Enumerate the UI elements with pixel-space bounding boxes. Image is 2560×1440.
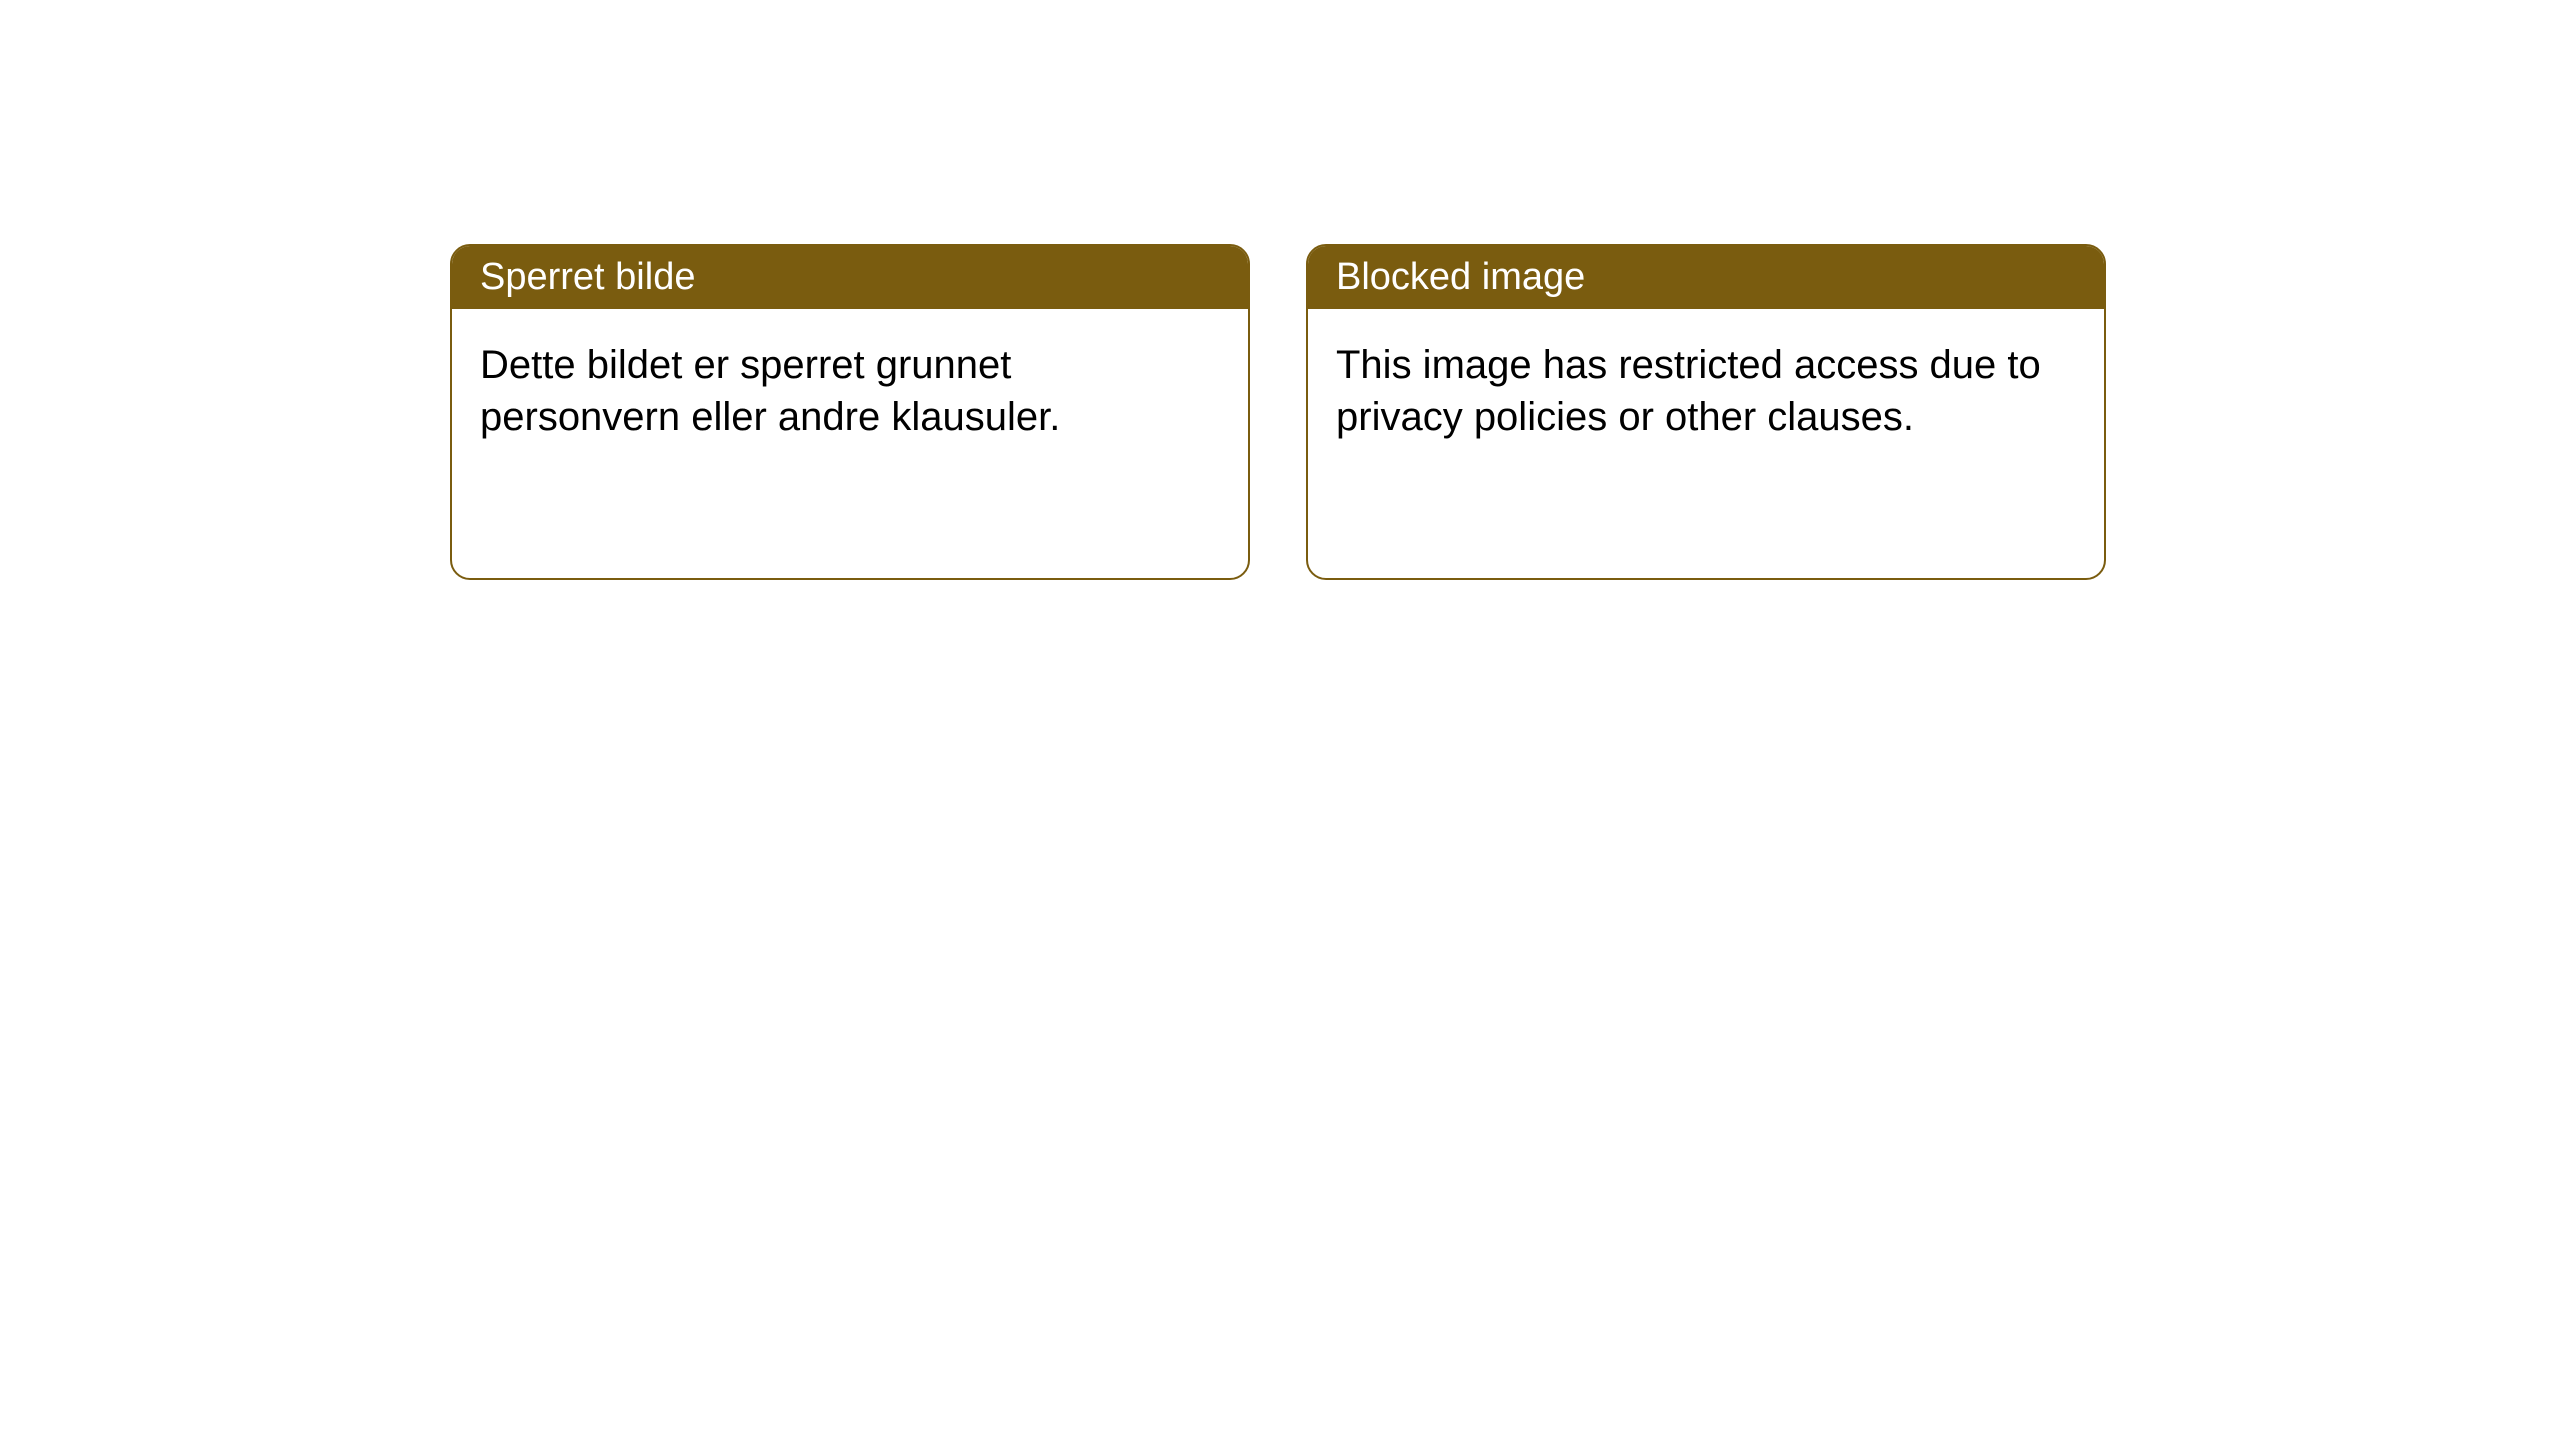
card-header: Blocked image	[1308, 246, 2104, 309]
card-title: Blocked image	[1336, 256, 1585, 298]
card-body-text: Dette bildet er sperret grunnet personve…	[480, 343, 1060, 439]
notice-card-norwegian: Sperret bilde Dette bildet er sperret gr…	[450, 244, 1250, 580]
card-body-text: This image has restricted access due to …	[1336, 343, 2041, 439]
card-title: Sperret bilde	[480, 256, 695, 298]
card-header: Sperret bilde	[452, 246, 1248, 309]
notice-card-english: Blocked image This image has restricted …	[1306, 244, 2106, 580]
card-body: Dette bildet er sperret grunnet personve…	[452, 309, 1248, 473]
card-body: This image has restricted access due to …	[1308, 309, 2104, 473]
notice-container: Sperret bilde Dette bildet er sperret gr…	[0, 0, 2560, 580]
